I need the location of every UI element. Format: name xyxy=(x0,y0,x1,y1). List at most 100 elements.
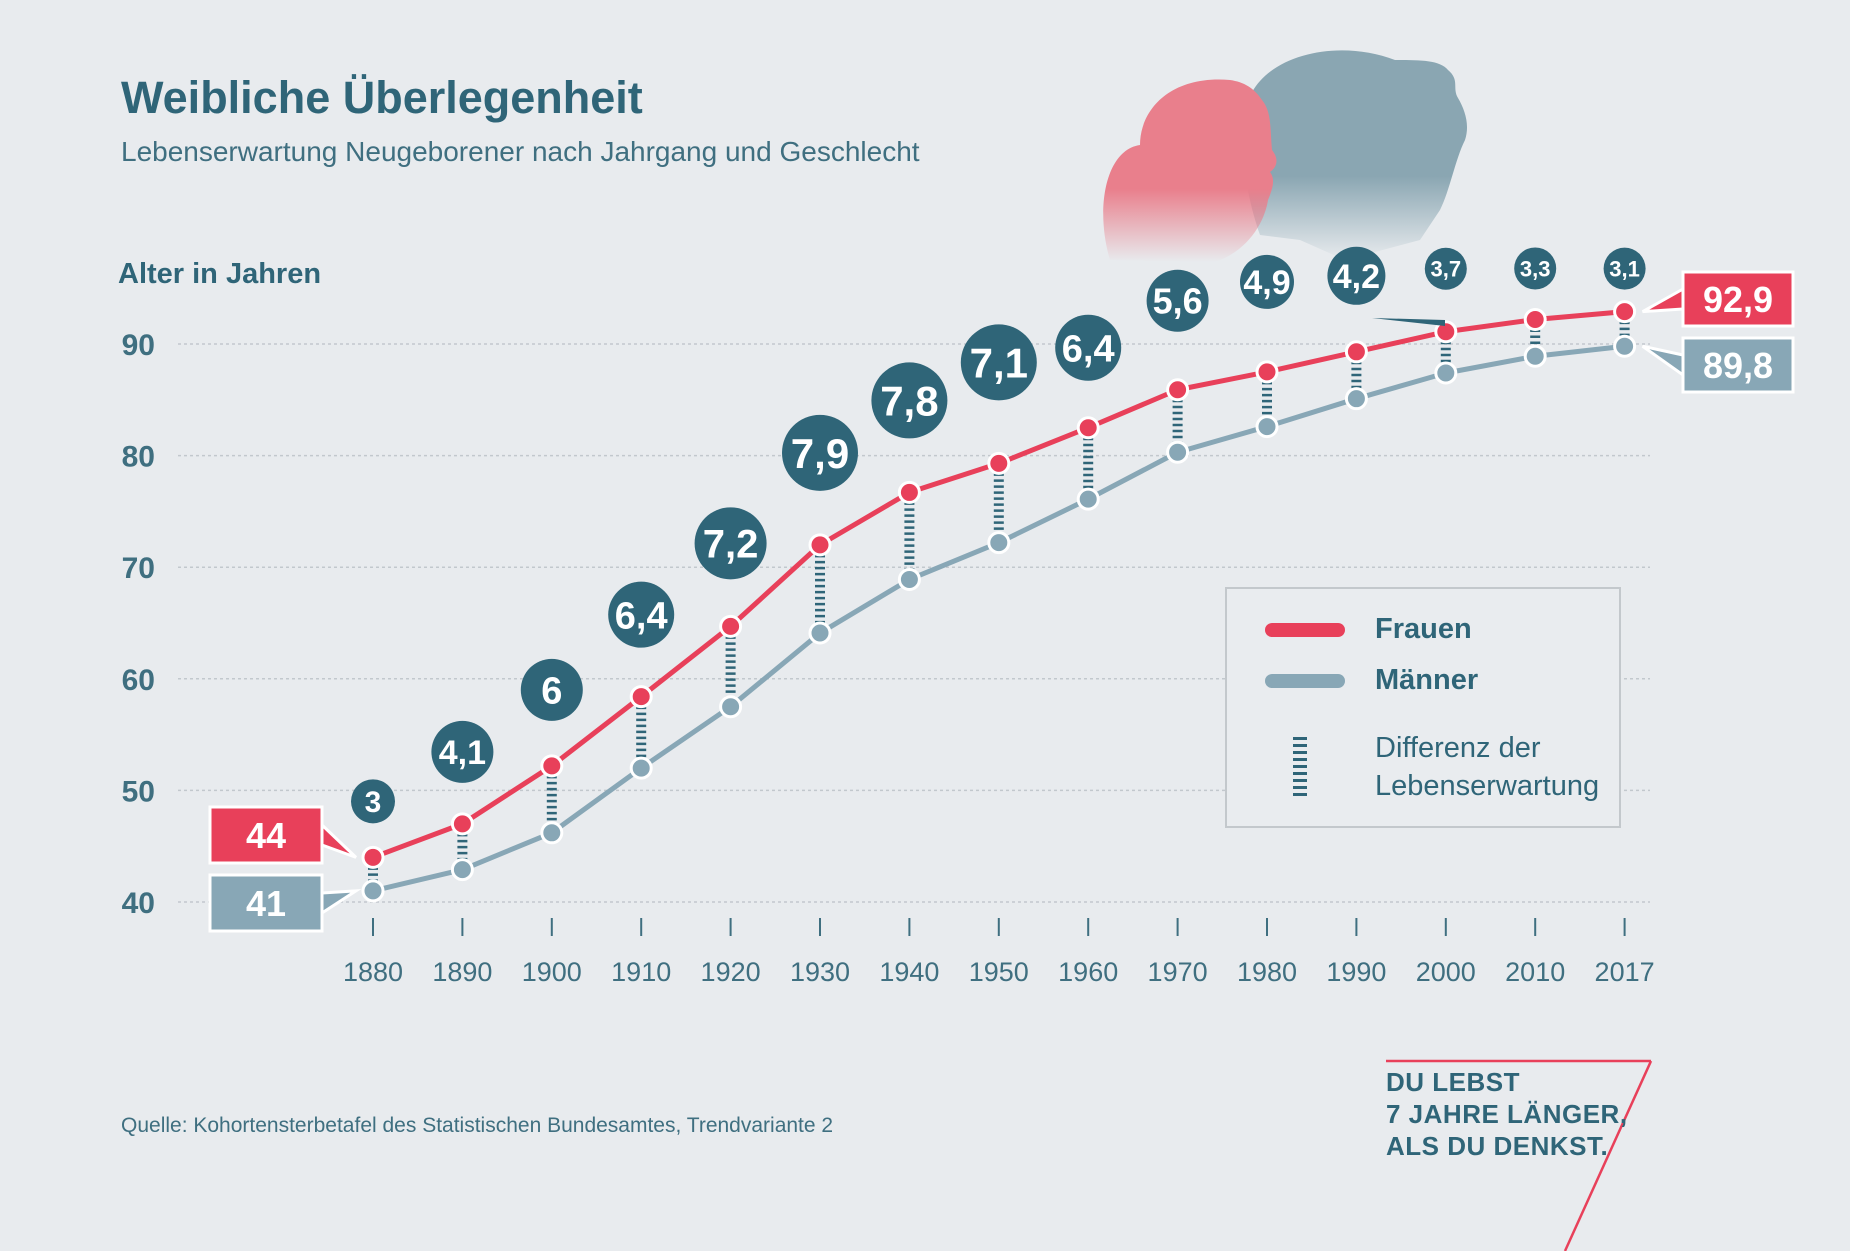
difference-bubble xyxy=(782,414,858,491)
men-point xyxy=(1344,387,1368,411)
difference-bubble xyxy=(1514,247,1557,290)
difference-value: 7,9 xyxy=(791,430,849,477)
page-title: Weibliche Überlegenheit xyxy=(121,72,643,123)
difference-bubble xyxy=(960,324,1037,401)
x-tick-label: 1880 xyxy=(343,957,403,987)
difference-value: 6 xyxy=(541,671,562,713)
women-point xyxy=(719,614,743,638)
men-point xyxy=(808,621,832,645)
men-point xyxy=(719,695,743,719)
slogan-slash xyxy=(1563,1060,1653,1251)
y-tick-label: 40 xyxy=(122,887,155,920)
x-tick-label: 1970 xyxy=(1148,957,1208,987)
girl-silhouette xyxy=(1103,79,1277,262)
women-point xyxy=(1434,320,1458,344)
difference-bubble xyxy=(1055,314,1122,381)
y-tick-label: 90 xyxy=(122,329,155,362)
x-tick-label: 2010 xyxy=(1505,957,1565,987)
difference-value: 4,2 xyxy=(1333,258,1380,296)
legend-label-difference: Differenz der Lebenserwartung xyxy=(1375,729,1599,805)
men-point xyxy=(361,879,385,903)
men-point xyxy=(1613,334,1637,358)
start-label-men-pointer xyxy=(320,888,362,916)
x-tick-label: 1980 xyxy=(1237,957,1297,987)
men-point xyxy=(1434,361,1458,385)
difference-icon xyxy=(1265,735,1345,799)
women-point xyxy=(629,685,653,709)
start-label-men: 41 xyxy=(208,873,362,933)
end-label-men-box xyxy=(1681,336,1795,394)
page-subtitle: Lebenserwartung Neugeborener nach Jahrga… xyxy=(121,136,920,167)
men-point xyxy=(1255,415,1279,439)
legend-item-women: Frauen xyxy=(1265,613,1472,646)
x-tick-label: 2017 xyxy=(1595,957,1655,987)
slogan-line-3: ALS DU DENKST. xyxy=(1386,1131,1609,1161)
legend-diff-line1: Differenz der xyxy=(1375,732,1541,764)
x-tick-label: 1960 xyxy=(1058,957,1118,987)
y-tick-label: 70 xyxy=(122,552,155,585)
start-label-men-box xyxy=(208,873,324,933)
women-point xyxy=(361,845,385,869)
end-label-women-value: 92,9 xyxy=(1703,279,1773,320)
difference-bubble xyxy=(871,362,948,439)
difference-bubble xyxy=(1424,247,1467,290)
men-point xyxy=(897,567,921,591)
women-point xyxy=(987,451,1011,475)
y-tick-label: 50 xyxy=(122,775,155,808)
chart-legend: Frauen Männer Differenz der Lebenserwart… xyxy=(1225,587,1621,828)
y-tick-label: 80 xyxy=(122,441,155,474)
difference-bubble xyxy=(1327,246,1386,305)
slogan-line-2: 7 JAHRE LÄNGER, xyxy=(1386,1099,1628,1129)
source-note: Quelle: Kohortensterbetafel des Statisti… xyxy=(121,1114,834,1137)
difference-bubble xyxy=(1240,254,1294,309)
difference-bubble xyxy=(520,658,583,721)
difference-bubble xyxy=(431,720,494,783)
slogan-line-1: DU LEBST xyxy=(1386,1067,1520,1097)
end-label-women: 92,9 xyxy=(1641,270,1795,328)
men-point xyxy=(450,858,474,882)
men-point xyxy=(987,531,1011,555)
bubble-pointer xyxy=(1372,318,1445,326)
women-point xyxy=(1523,307,1547,331)
end-label-men-pointer xyxy=(1641,344,1685,378)
men-swatch xyxy=(1265,673,1345,688)
men-point xyxy=(1076,487,1100,511)
difference-bubble xyxy=(694,507,767,580)
difference-value: 7,8 xyxy=(880,378,938,425)
end-label-women-box xyxy=(1681,270,1795,328)
men-point xyxy=(1523,344,1547,368)
legend-label-women: Frauen xyxy=(1375,613,1472,645)
difference-value: 3,1 xyxy=(1609,257,1640,282)
x-tick-label: 1890 xyxy=(432,957,492,987)
women-point xyxy=(1613,300,1637,324)
x-tick-label: 1930 xyxy=(790,957,850,987)
start-label-women-box xyxy=(208,805,324,865)
women-point xyxy=(540,754,564,778)
women-point xyxy=(808,533,832,557)
end-label-men-value: 89,8 xyxy=(1703,345,1773,386)
difference-value: 4,9 xyxy=(1243,264,1290,302)
x-tick-label: 1910 xyxy=(611,957,671,987)
y-axis-label: Alter in Jahren xyxy=(118,258,321,290)
difference-value: 7,2 xyxy=(703,523,759,567)
start-label-women-pointer xyxy=(320,821,358,859)
x-tick-label: 1990 xyxy=(1326,957,1386,987)
x-tick-label: 1920 xyxy=(701,957,761,987)
x-tick-label: 1940 xyxy=(879,957,939,987)
women-point xyxy=(1255,360,1279,384)
x-tick-label: 1950 xyxy=(969,957,1029,987)
man-silhouette xyxy=(1243,50,1468,260)
women-point xyxy=(897,480,921,504)
men-point xyxy=(1166,440,1190,464)
difference-bubble xyxy=(351,779,395,824)
difference-value: 3,3 xyxy=(1520,256,1551,281)
end-label-men: 89,8 xyxy=(1641,336,1795,394)
men-point xyxy=(629,756,653,780)
difference-value: 6,4 xyxy=(1062,328,1115,370)
women-point xyxy=(1076,416,1100,440)
legend-diff-line2: Lebenserwartung xyxy=(1375,770,1600,802)
start-label-women-value: 44 xyxy=(246,815,286,856)
difference-value: 5,6 xyxy=(1153,281,1203,322)
men-point xyxy=(540,821,564,845)
